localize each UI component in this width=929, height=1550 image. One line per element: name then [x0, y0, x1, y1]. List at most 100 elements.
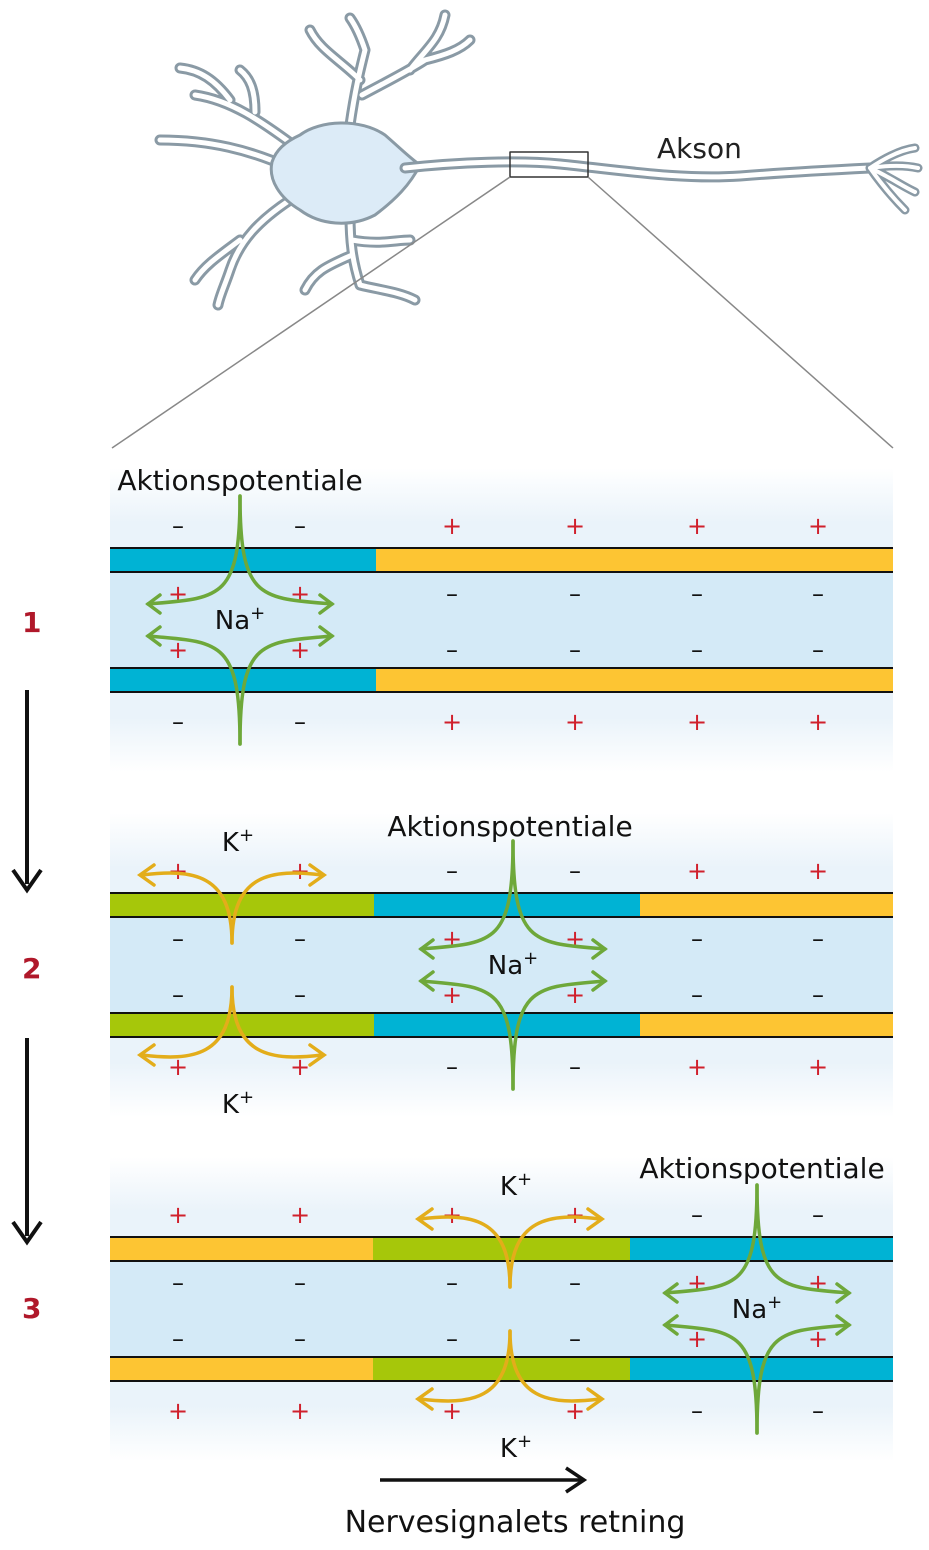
plus-charge: +: [442, 925, 462, 953]
k-ion-label-bottom: K+: [222, 1087, 254, 1120]
minus-charge: –: [294, 925, 306, 953]
panel-1: – + + – – + + – + – – + + – – + + – – + + – – + Na+ Aktionspotent…: [110, 464, 893, 772]
plus-charge: +: [808, 857, 828, 885]
plus-charge: +: [808, 1269, 828, 1297]
minus-charge: –: [691, 1397, 703, 1425]
minus-charge: –: [812, 636, 824, 664]
plus-charge: +: [565, 1201, 585, 1229]
cell-body: [269, 121, 422, 225]
minus-charge: –: [691, 981, 703, 1009]
plus-charge: +: [168, 580, 188, 608]
na-ion-label: Na+: [488, 948, 538, 981]
plus-charge: +: [808, 708, 828, 736]
plus-charge: +: [290, 1053, 310, 1081]
zoom-box: [509, 151, 589, 178]
plus-charge: +: [290, 1201, 310, 1229]
axon-interior: [110, 917, 893, 1013]
k-channel-arrows: [414, 1207, 606, 1289]
plus-charge: +: [687, 1325, 707, 1353]
plus-charge: +: [290, 1397, 310, 1425]
plus-charge: +: [168, 1053, 188, 1081]
minus-charge: –: [294, 512, 306, 540]
plus-charge: +: [168, 1201, 188, 1229]
minus-charge: –: [446, 1053, 458, 1081]
plus-charge: +: [442, 512, 462, 540]
minus-charge: –: [446, 636, 458, 664]
minus-charge: –: [691, 925, 703, 953]
aktionspotentiale-label: Aktionspotentiale: [387, 810, 632, 843]
zoom-line-right: [587, 176, 894, 449]
na-ion-label: Na+: [215, 603, 265, 636]
membrane-segment: [110, 1357, 373, 1381]
minus-charge: –: [294, 981, 306, 1009]
plus-charge: +: [687, 857, 707, 885]
plus-charge: +: [442, 981, 462, 1009]
minus-charge: –: [812, 981, 824, 1009]
minus-charge: –: [812, 925, 824, 953]
k-ion-label-bottom: K+: [500, 1431, 532, 1464]
upper-membrane: [110, 547, 893, 573]
k-channel-arrows: [136, 863, 328, 945]
minus-charge: –: [812, 1201, 824, 1229]
membrane-segment: [110, 1237, 373, 1261]
lower-membrane: [110, 1012, 893, 1038]
minus-charge: –: [691, 1201, 703, 1229]
plus-charge: +: [565, 708, 585, 736]
plus-charge: +: [687, 1269, 707, 1297]
plus-charge: +: [687, 708, 707, 736]
minus-charge: –: [569, 857, 581, 885]
plus-charge: +: [808, 1053, 828, 1081]
aktionspotentiale-label: Aktionspotentiale: [117, 464, 362, 497]
minus-charge: –: [446, 580, 458, 608]
minus-charge: –: [294, 708, 306, 736]
minus-charge: –: [569, 1053, 581, 1081]
axon: [399, 143, 923, 215]
step-arrow-2-3: [11, 1038, 43, 1246]
plus-charge: +: [168, 636, 188, 664]
minus-charge: –: [569, 1269, 581, 1297]
minus-charge: –: [691, 580, 703, 608]
minus-charge: –: [172, 1325, 184, 1353]
plus-charge: +: [442, 1397, 462, 1425]
akson-label: Akson: [657, 132, 742, 165]
plus-charge: +: [687, 1053, 707, 1081]
minus-charge: –: [812, 1397, 824, 1425]
plus-charge: +: [168, 1397, 188, 1425]
minus-charge: –: [172, 925, 184, 953]
minus-charge: –: [294, 1325, 306, 1353]
plus-charge: +: [808, 512, 828, 540]
plus-charge: +: [687, 512, 707, 540]
plus-charge: +: [168, 857, 188, 885]
axon-interior: [110, 1261, 893, 1357]
aktionspotentiale-label: Aktionspotentiale: [639, 1152, 884, 1185]
minus-charge: –: [172, 512, 184, 540]
na-channel-arrows: [145, 494, 335, 746]
plus-charge: +: [442, 1201, 462, 1229]
minus-charge: –: [691, 636, 703, 664]
upper-membrane: [110, 1236, 893, 1262]
membrane-segment: [640, 1013, 893, 1037]
na-channel-arrows: [662, 1183, 852, 1435]
plus-charge: +: [565, 1397, 585, 1425]
minus-charge: –: [569, 580, 581, 608]
panel-2: + – – + + – – + – + + – – + + – + – – + + – – + Na+ Aktionspotent…: [110, 810, 893, 1120]
direction-label: Nervesignalets retning: [345, 1505, 686, 1540]
minus-charge: –: [569, 636, 581, 664]
membrane-segment: [376, 548, 893, 572]
lower-membrane: [110, 667, 893, 693]
minus-charge: –: [812, 580, 824, 608]
minus-charge: –: [294, 1269, 306, 1297]
minus-charge: –: [172, 1269, 184, 1297]
panel-3: + – – + + – – + + – – + + – – + – + + – – + + – Na+ Aktionspotent…: [110, 1152, 893, 1464]
k-ion-label-top: K+: [222, 825, 254, 858]
plus-charge: +: [565, 981, 585, 1009]
minus-charge: –: [446, 1269, 458, 1297]
minus-charge: –: [569, 1325, 581, 1353]
plus-charge: +: [290, 857, 310, 885]
k-channel-arrows: [136, 985, 328, 1067]
membrane-segment: [376, 668, 893, 692]
zoom-line-left: [111, 176, 511, 449]
minus-charge: –: [446, 1325, 458, 1353]
k-channel-arrows: [414, 1329, 606, 1411]
